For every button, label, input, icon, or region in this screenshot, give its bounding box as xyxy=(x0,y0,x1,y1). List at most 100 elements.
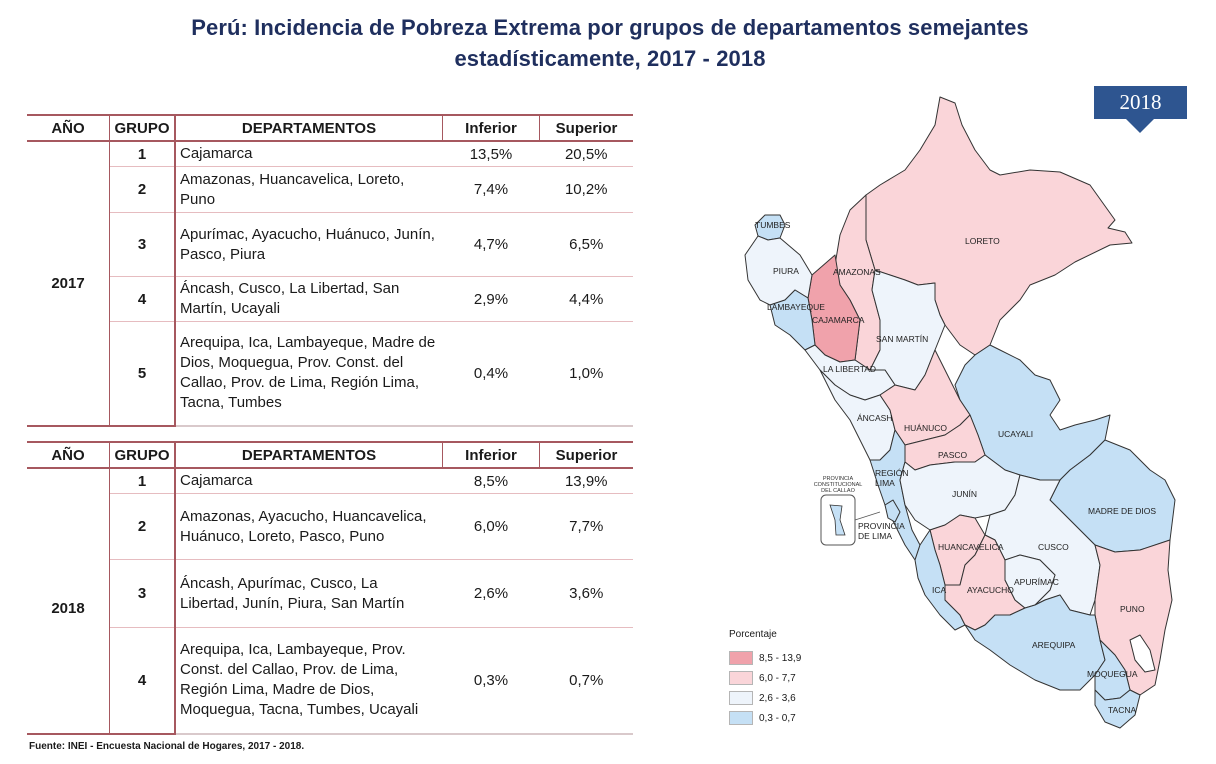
label-region-lima: REGIÓN LIMA xyxy=(875,468,909,488)
table-row: 4 Arequipa, Ica, Lambayeque, Prov. Const… xyxy=(27,627,633,735)
header-lower: Inferior xyxy=(442,114,540,142)
region-tacna xyxy=(1094,689,1141,729)
year-cell: 2017 xyxy=(27,141,110,427)
departments-cell: Cajamarca xyxy=(175,468,443,494)
header-year: AÑO xyxy=(27,114,110,142)
legend-swatch xyxy=(729,711,753,725)
label-amazonas: AMAZONAS xyxy=(833,267,881,277)
callao-inset xyxy=(820,494,881,546)
label-pasco: PASCO xyxy=(938,450,968,460)
header-group: GRUPO xyxy=(109,114,176,142)
departments-cell: Amazonas, Ayacucho, Huancavelica, Huánuc… xyxy=(175,493,443,560)
label-huancavelica: HUANCAVELICA xyxy=(938,542,1004,552)
lower-cell: 2,9% xyxy=(442,276,540,322)
upper-cell: 7,7% xyxy=(539,493,633,560)
region-arequipa xyxy=(964,594,1106,691)
lower-cell: 0,4% xyxy=(442,321,540,427)
table-2018: AÑO GRUPO DEPARTAMENTOS Inferior Superio… xyxy=(27,441,633,735)
title-line-2: estadísticamente, 2017 - 2018 xyxy=(454,46,766,71)
group-cell: 4 xyxy=(109,276,176,322)
label-junin: JUNÍN xyxy=(952,489,977,499)
arrow-down-icon xyxy=(1126,119,1154,133)
legend-title: Porcentaje xyxy=(729,629,777,640)
label-tumbes: TUMBES xyxy=(755,220,791,230)
label-la-libertad: LA LIBERTAD xyxy=(823,364,876,374)
group-cell: 5 xyxy=(109,321,176,427)
label-callao: PROVINCIA CONSTITUCIONAL DEL CALLAO xyxy=(814,476,863,494)
label-huanuco: HUÁNUCO xyxy=(904,423,947,433)
legend-swatch xyxy=(729,651,753,665)
group-cell: 3 xyxy=(109,212,176,277)
legend-swatch xyxy=(729,671,753,685)
region-provincia-lima xyxy=(884,499,901,523)
group-cell: 4 xyxy=(109,627,176,735)
header-departments: DEPARTAMENTOS xyxy=(175,114,443,142)
group-cell: 2 xyxy=(109,493,176,560)
title-line-1: Perú: Incidencia de Pobreza Extrema por … xyxy=(191,15,1029,40)
lower-cell: 13,5% xyxy=(442,141,540,167)
label-arequipa: AREQUIPA xyxy=(1032,640,1076,650)
label-cusco: CUSCO xyxy=(1038,542,1069,552)
upper-cell: 1,0% xyxy=(539,321,633,427)
group-cell: 3 xyxy=(109,559,176,628)
year-cell: 2018 xyxy=(27,468,110,735)
label-loreto: LORETO xyxy=(965,236,1000,246)
header-group: GRUPO xyxy=(109,441,176,469)
label-puno: PUNO xyxy=(1120,604,1145,614)
table-row: 5 Arequipa, Ica, Lambayeque, Madre de Di… xyxy=(27,321,633,427)
lower-cell: 0,3% xyxy=(442,627,540,735)
table-header-row: AÑO GRUPO DEPARTAMENTOS Inferior Superio… xyxy=(27,114,633,142)
lower-cell: 2,6% xyxy=(442,559,540,628)
region-lambayeque xyxy=(769,289,816,351)
label-ica: ICA xyxy=(932,585,947,595)
upper-cell: 0,7% xyxy=(539,627,633,735)
region-apurimac xyxy=(1004,554,1056,609)
label-tacna: TACNA xyxy=(1108,705,1137,715)
group-cell: 1 xyxy=(109,141,176,167)
label-ancash: ÁNCASH xyxy=(857,413,892,423)
table-row: 2 Amazonas, Ayacucho, Huancavelica, Huán… xyxy=(27,493,633,560)
table-row: 2 Amazonas, Huancavelica, Loreto, Puno 7… xyxy=(27,166,633,213)
legend-label: 8,5 - 13,9 xyxy=(759,652,802,664)
lake-titicaca xyxy=(1129,634,1156,673)
group-cell: 1 xyxy=(109,468,176,494)
label-moquegua: MOQUEGUA xyxy=(1087,669,1138,679)
departments-cell: Áncash, Cusco, La Libertad, San Martín, … xyxy=(175,276,443,322)
upper-cell: 10,2% xyxy=(539,166,633,213)
legend-swatch xyxy=(729,691,753,705)
departments-cell: Áncash, Apurímac, Cusco, La Libertad, Ju… xyxy=(175,559,443,628)
header-departments: DEPARTAMENTOS xyxy=(175,441,443,469)
table-header-row: AÑO GRUPO DEPARTAMENTOS Inferior Superio… xyxy=(27,441,633,469)
legend-label: 6,0 - 7,7 xyxy=(759,672,796,684)
label-apurimac: APURÍMAC xyxy=(1014,577,1059,587)
upper-cell: 13,9% xyxy=(539,468,633,494)
upper-cell: 20,5% xyxy=(539,141,633,167)
table-row: 3 Apurímac, Ayacucho, Huánuco, Junín, Pa… xyxy=(27,212,633,277)
map-legend: Porcentaje 8,5 - 13,9 6,0 - 7,7 2,6 - 3,… xyxy=(729,629,801,728)
lower-cell: 7,4% xyxy=(442,166,540,213)
group-cell: 2 xyxy=(109,166,176,213)
departments-cell: Cajamarca xyxy=(175,141,443,167)
header-lower: Inferior xyxy=(442,441,540,469)
label-lambayeque: LAMBAYEQUE xyxy=(767,302,825,312)
table-row: 3 Áncash, Apurímac, Cusco, La Libertad, … xyxy=(27,559,633,628)
label-cajamarca: CAJAMARCA xyxy=(812,315,865,325)
legend-item: 6,0 - 7,7 xyxy=(729,668,801,688)
legend-item: 2,6 - 3,6 xyxy=(729,688,801,708)
label-provincia-lima: PROVINCIA DE LIMA xyxy=(858,521,905,541)
lower-cell: 8,5% xyxy=(442,468,540,494)
legend-item: 8,5 - 13,9 xyxy=(729,648,801,668)
header-upper: Superior xyxy=(539,441,633,469)
legend-item: 0,3 - 0,7 xyxy=(729,708,801,728)
label-piura: PIURA xyxy=(773,266,799,276)
legend-label: 0,3 - 0,7 xyxy=(759,712,796,724)
lower-cell: 6,0% xyxy=(442,493,540,560)
table-row: 2018 1 Cajamarca 8,5% 13,9% xyxy=(27,468,633,735)
departments-cell: Arequipa, Ica, Lambayeque, Madre de Dios… xyxy=(175,321,443,427)
label-ucayali: UCAYALI xyxy=(998,429,1033,439)
departments-cell: Amazonas, Huancavelica, Loreto, Puno xyxy=(175,166,443,213)
year-badge: 2018 xyxy=(1094,86,1187,119)
label-san-martin: SAN MARTÍN xyxy=(876,334,928,344)
upper-cell: 6,5% xyxy=(539,212,633,277)
header-year: AÑO xyxy=(27,441,110,469)
